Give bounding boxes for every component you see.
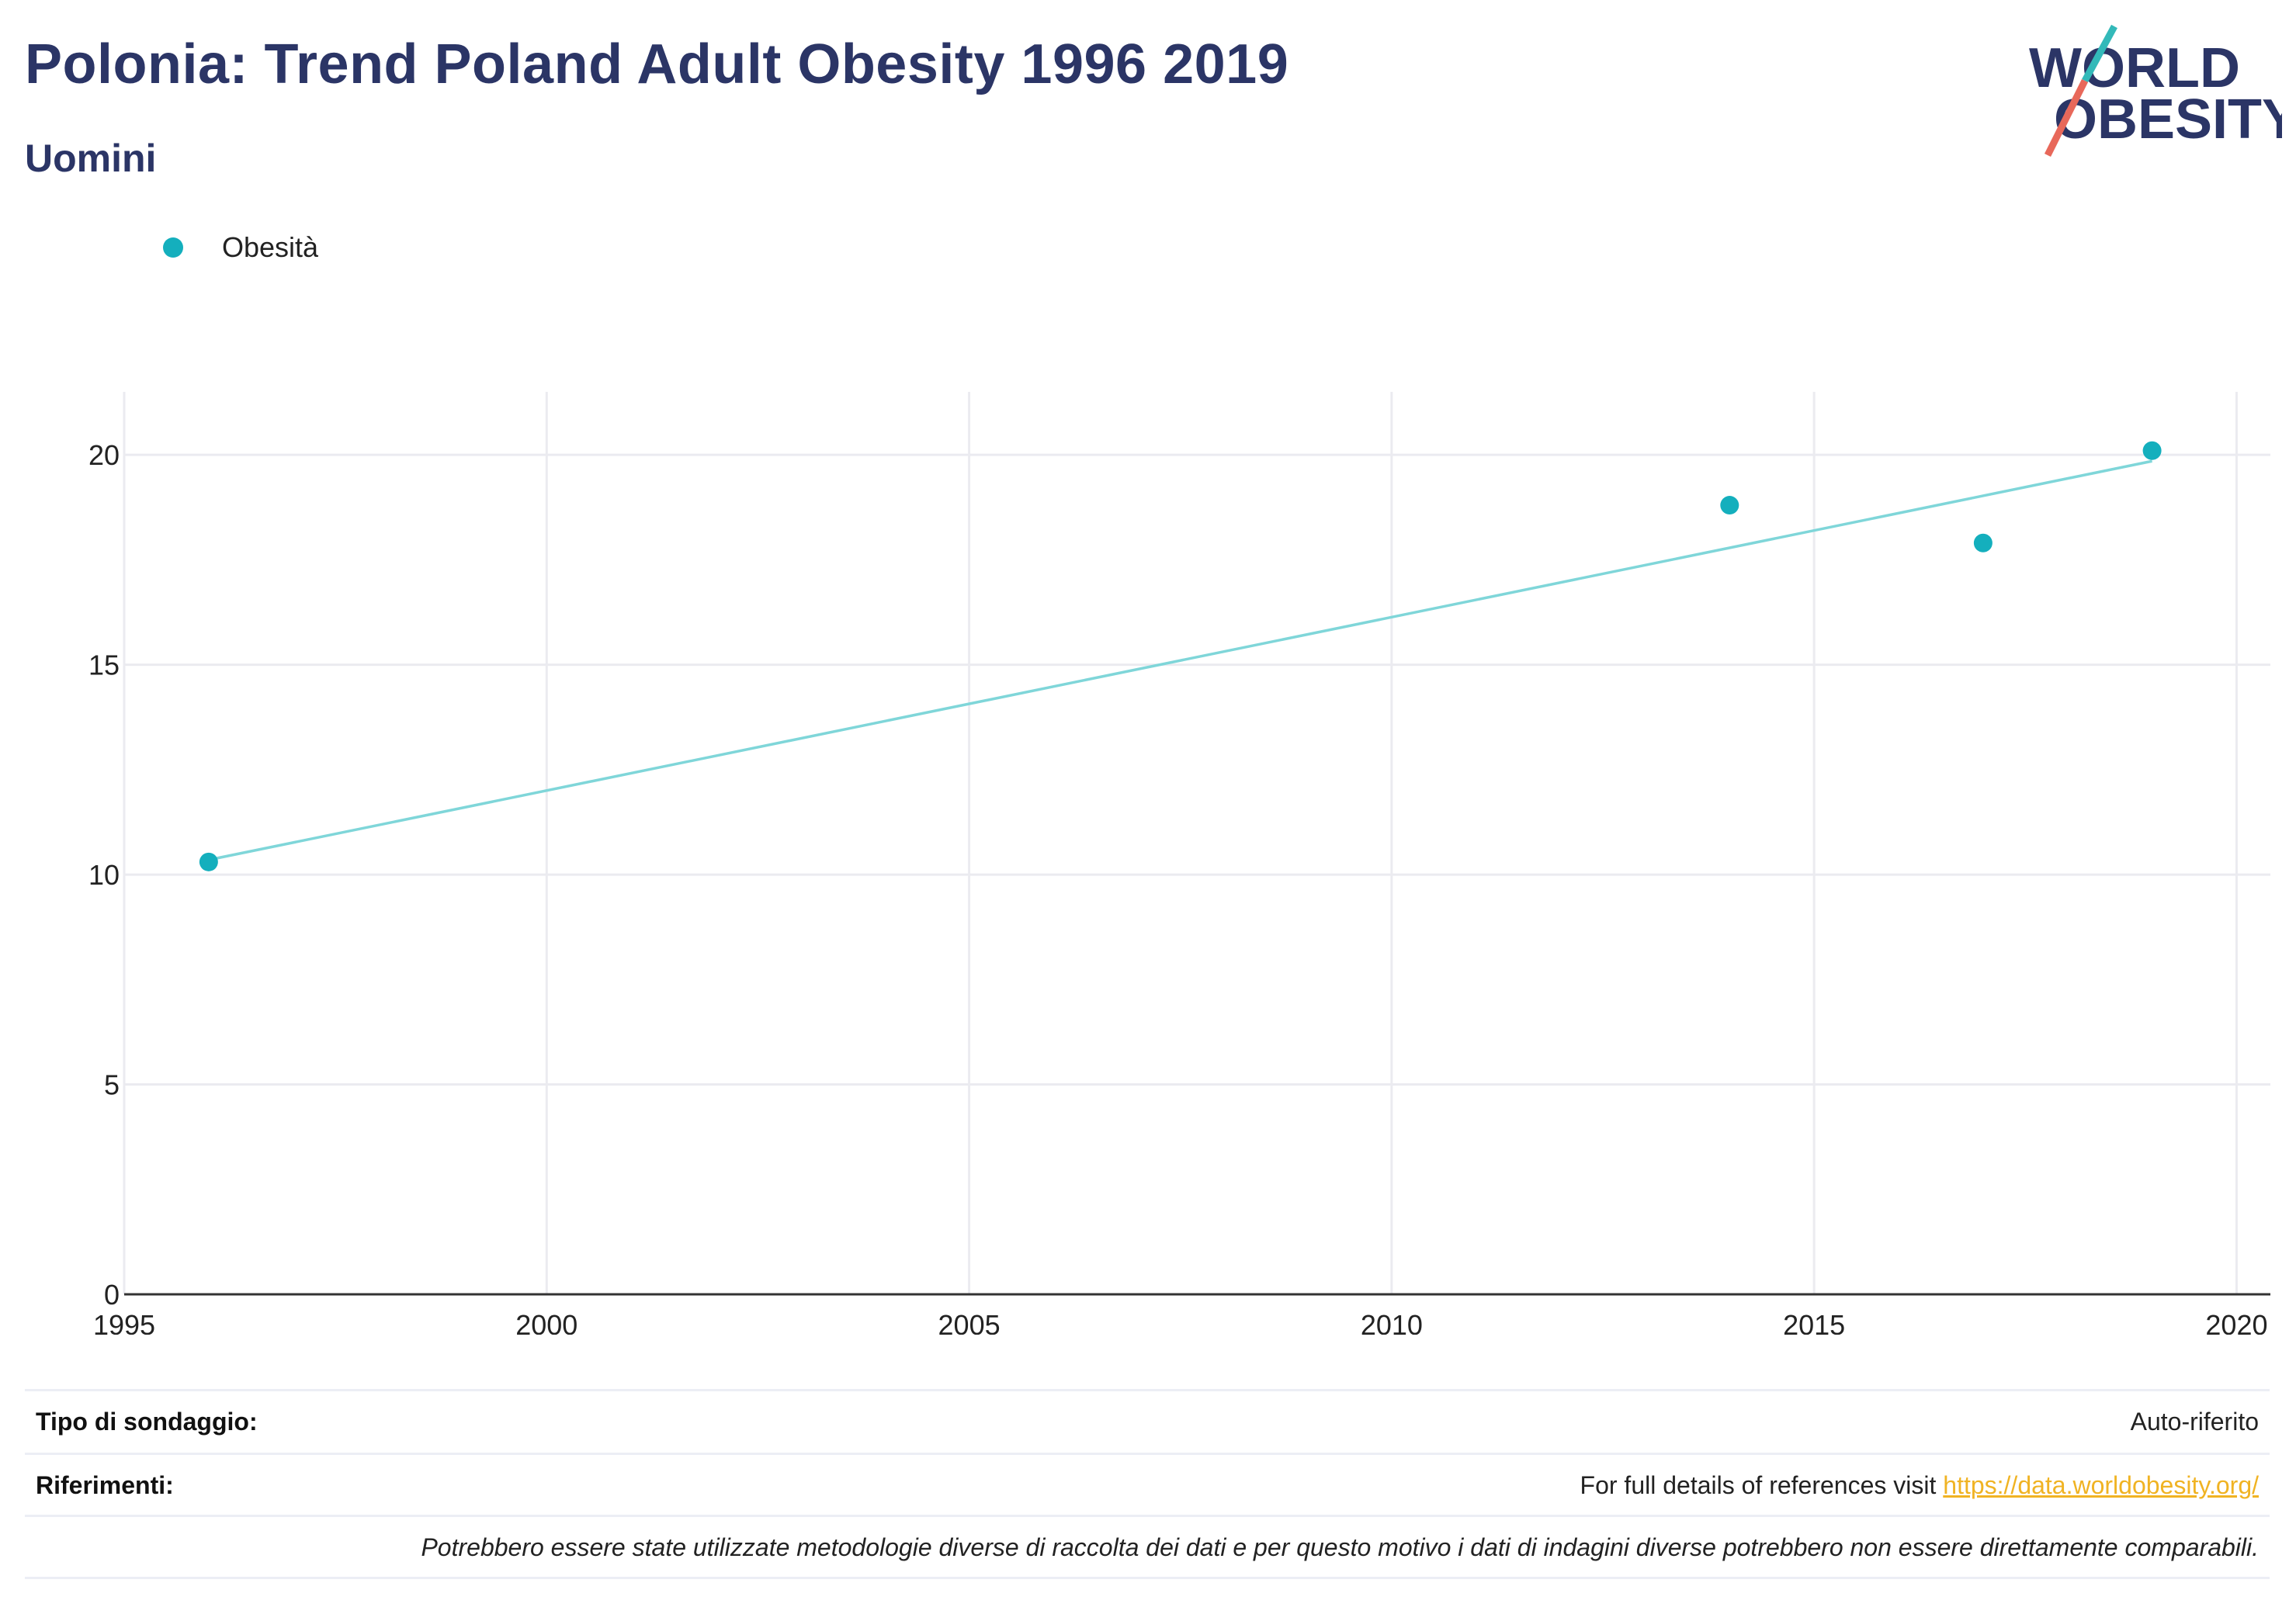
legend-label-obesita: Obesità bbox=[222, 231, 319, 263]
references-value: For full details of references visit htt… bbox=[1580, 1471, 2259, 1500]
logo-slash-top bbox=[2082, 24, 2117, 83]
x-tick-label-2005: 2005 bbox=[938, 1309, 1001, 1335]
footer-note-row: Potrebbero essere state utilizzate metod… bbox=[25, 1515, 2270, 1578]
y-tick-label-5: 5 bbox=[104, 1069, 120, 1101]
y-tick-label-10: 10 bbox=[88, 859, 120, 891]
trendline bbox=[208, 459, 2152, 861]
logo-slash-bottom bbox=[2044, 78, 2089, 158]
footer-references-row: Riferimenti: For full details of referen… bbox=[25, 1453, 2270, 1516]
data-point-1996 bbox=[199, 852, 218, 871]
data-point-2014 bbox=[1720, 496, 1739, 515]
y-tick-label-15: 15 bbox=[88, 649, 120, 681]
methodology-note: Potrebbero essere state utilizzate metod… bbox=[421, 1533, 2259, 1561]
survey-type-label: Tipo di sondaggio: bbox=[36, 1408, 258, 1436]
world-obesity-logo: WORLD OBESITY bbox=[2029, 24, 2282, 158]
x-tick-label-2015: 2015 bbox=[1783, 1309, 1845, 1335]
scatter-chart: 1995 2000 2005 2010 2015 2020 0 5 10 15 20 bbox=[88, 392, 2270, 1335]
y-tick-label-20: 20 bbox=[88, 439, 120, 471]
x-tick-label-2010: 2010 bbox=[1361, 1309, 1423, 1335]
data-point-2017 bbox=[1973, 533, 1993, 552]
x-tick-label-1995: 1995 bbox=[93, 1309, 155, 1335]
survey-type-value: Auto-riferito bbox=[2130, 1408, 2259, 1436]
footer-divider bbox=[25, 1577, 2270, 1579]
logo-text-world: WORLD bbox=[2029, 37, 2240, 99]
footer-survey-type-row: Tipo di sondaggio: Auto-riferito bbox=[25, 1389, 2270, 1453]
references-link[interactable]: https://data.worldobesity.org/ bbox=[1943, 1471, 2259, 1499]
chart-title: Polonia: Trend Poland Adult Obesity 1996… bbox=[25, 33, 1289, 95]
references-text: For full details of references visit bbox=[1580, 1471, 1937, 1499]
references-label: Riferimenti: bbox=[36, 1471, 174, 1499]
y-tick-label-0: 0 bbox=[104, 1279, 120, 1311]
x-tick-label-2020: 2020 bbox=[2205, 1309, 2267, 1335]
legend-marker bbox=[163, 237, 183, 258]
chart-subtitle: Uomini bbox=[25, 137, 157, 180]
logo-text-obesity: OBESITY bbox=[2054, 88, 2282, 151]
chart-legend: Obesità bbox=[163, 231, 318, 264]
x-tick-label-2000: 2000 bbox=[515, 1309, 577, 1335]
data-point-2019 bbox=[2142, 441, 2162, 460]
